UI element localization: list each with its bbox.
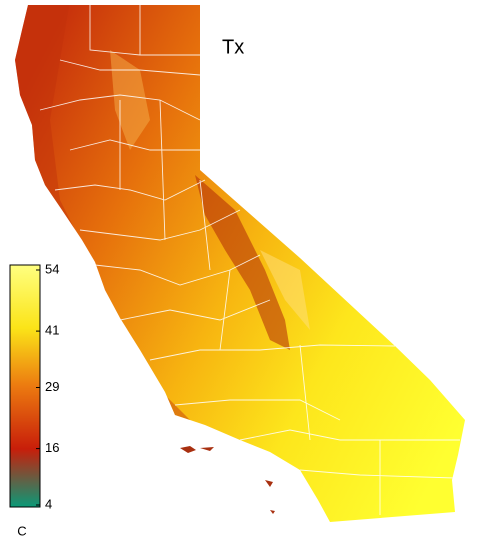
colorbar-tick-label: 29: [45, 379, 59, 394]
colorbar-tick-label: 4: [45, 496, 52, 511]
colorbar-unit: C: [17, 523, 26, 538]
colorbar: 54 41 29 16 4: [9, 261, 59, 511]
colorbar-tick-label: 16: [45, 440, 59, 455]
california-map: [15, 5, 465, 522]
colorbar-tick-label: 41: [45, 323, 59, 338]
colorbar-ramp: [9, 264, 41, 508]
map-title: Tx: [222, 36, 244, 58]
colorbar-tick-label: 54: [45, 261, 59, 276]
